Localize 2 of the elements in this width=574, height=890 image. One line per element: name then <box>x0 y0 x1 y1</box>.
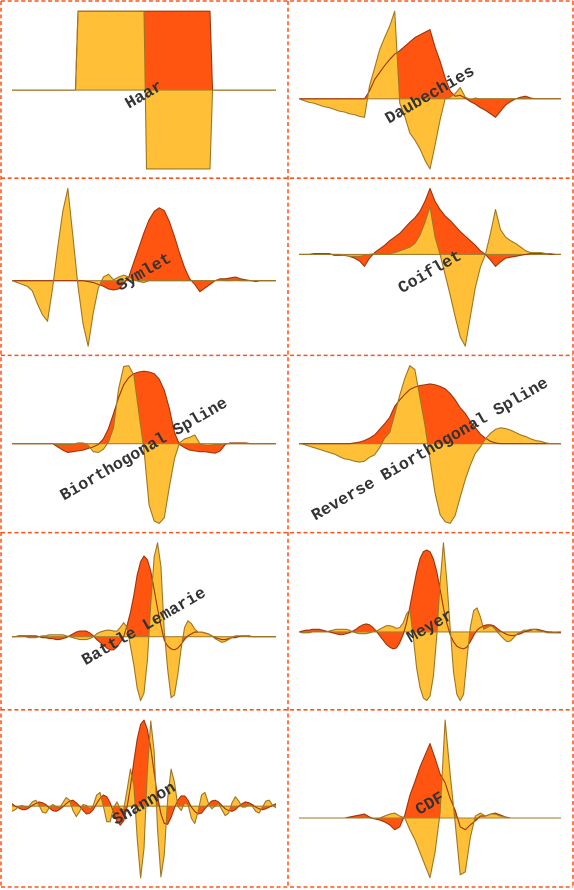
text: CDF <box>414 790 444 815</box>
text: Haar <box>124 80 163 108</box>
